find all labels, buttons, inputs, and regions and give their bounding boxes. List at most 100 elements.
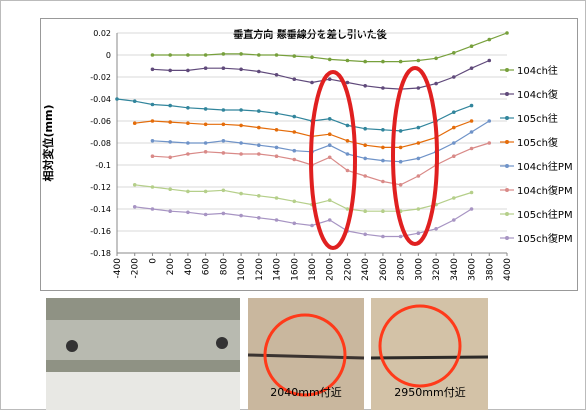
photo-caption: 2950mm付近	[394, 386, 465, 399]
data-point	[239, 108, 243, 112]
data-point	[452, 218, 456, 222]
legend-label: 104ch往PM	[517, 160, 573, 173]
data-point	[275, 218, 279, 222]
data-point	[186, 69, 190, 73]
x-tick-label: 200	[166, 258, 176, 275]
y-tick-label: -0.08	[90, 139, 111, 148]
data-point	[151, 68, 155, 72]
data-point	[133, 99, 137, 103]
data-point	[381, 180, 385, 184]
data-point	[417, 174, 421, 178]
data-point	[363, 127, 367, 131]
x-tick-label: 1800	[308, 258, 318, 281]
data-point	[222, 108, 226, 112]
data-point	[505, 31, 509, 35]
x-tick-label: -200	[131, 258, 141, 279]
data-point	[487, 141, 491, 145]
data-point	[328, 132, 332, 136]
data-point	[168, 120, 172, 124]
x-tick-label: 2400	[361, 258, 371, 281]
data-point	[257, 143, 261, 147]
data-point	[346, 207, 350, 211]
data-point	[399, 60, 403, 64]
data-point	[275, 146, 279, 150]
data-point	[292, 77, 296, 81]
data-point	[257, 152, 261, 156]
data-point	[257, 109, 261, 113]
x-tick-label: 2800	[397, 258, 407, 281]
data-point	[151, 154, 155, 158]
data-point	[204, 66, 208, 70]
data-point	[168, 156, 172, 160]
x-tick-label: 1000	[237, 258, 247, 281]
data-point	[328, 156, 332, 160]
data-point	[257, 53, 261, 57]
data-point	[399, 183, 403, 187]
data-point	[363, 143, 367, 147]
data-point	[239, 124, 243, 128]
legend-label: 104ch復	[517, 88, 558, 101]
data-point	[204, 141, 208, 145]
data-point	[186, 141, 190, 145]
data-point	[168, 187, 172, 191]
data-point	[417, 157, 421, 161]
data-point	[222, 52, 226, 56]
legend-marker	[505, 140, 509, 144]
data-point	[204, 53, 208, 57]
data-point	[292, 149, 296, 153]
chart-title: 垂直方向 懸垂線分を差し引いた後	[233, 28, 387, 41]
slide: 垂直方向 懸垂線分を差し引いた後 相対変位(mm) 0.020-0.02-0.0…	[0, 0, 586, 410]
data-point	[470, 44, 474, 48]
data-point	[222, 212, 226, 216]
data-point	[399, 235, 403, 239]
data-point	[417, 231, 421, 235]
data-point	[328, 143, 332, 147]
data-point	[275, 128, 279, 132]
data-point	[257, 216, 261, 220]
photo: 2950mm付近	[371, 298, 488, 410]
data-point	[399, 160, 403, 164]
rail	[46, 320, 240, 360]
x-tick-label: 2200	[343, 258, 353, 281]
data-point	[204, 123, 208, 127]
data-point	[133, 121, 137, 125]
legend-label: 105ch往PM	[517, 208, 573, 221]
x-tick-label: 2600	[379, 258, 389, 281]
y-axis-label: 相対変位(mm)	[41, 105, 55, 182]
data-point	[417, 59, 421, 63]
bolt	[216, 337, 228, 349]
x-tick-label: 1600	[290, 258, 300, 281]
data-point	[452, 51, 456, 55]
x-tick-label: 3600	[468, 258, 478, 281]
data-point	[292, 130, 296, 134]
y-tick-label: -0.1	[95, 161, 111, 170]
photo-caption: 2040mm付近	[270, 386, 341, 399]
data-point	[452, 196, 456, 200]
data-point	[222, 123, 226, 127]
data-point	[292, 158, 296, 162]
x-tick-label: 4000	[503, 258, 513, 281]
legend-marker	[505, 92, 509, 96]
data-point	[275, 154, 279, 158]
data-point	[328, 77, 332, 81]
data-point	[275, 196, 279, 200]
data-point	[292, 200, 296, 204]
data-point	[186, 53, 190, 57]
data-point	[239, 141, 243, 145]
data-point	[381, 60, 385, 64]
x-tick-label: 800	[219, 258, 229, 275]
data-point	[222, 151, 226, 155]
data-point	[133, 205, 137, 209]
data-point	[452, 75, 456, 79]
data-point	[328, 218, 332, 222]
data-point	[186, 190, 190, 194]
data-point	[292, 115, 296, 119]
data-point	[399, 129, 403, 133]
data-point	[434, 82, 438, 86]
data-point	[151, 207, 155, 211]
legend-marker	[505, 188, 509, 192]
data-point	[204, 213, 208, 217]
data-point	[470, 66, 474, 70]
x-tick-label: 3000	[414, 258, 424, 281]
data-point	[470, 130, 474, 134]
